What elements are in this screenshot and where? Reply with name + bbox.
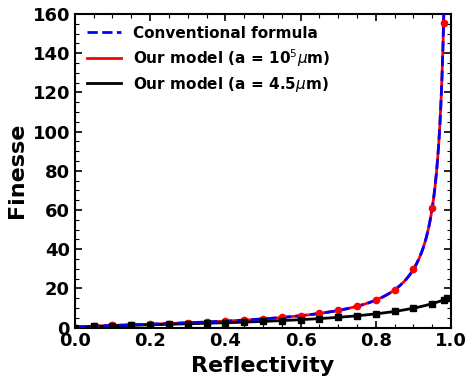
Our model (a = 4.5$\mu$m) bbox=[381, 311, 387, 315]
Our model (a = 4.5$\mu$m) bbox=[216, 321, 221, 325]
X-axis label: Reflectivity: Reflectivity bbox=[191, 356, 335, 376]
Conventional formula bbox=[299, 313, 305, 318]
Our model (a = 4.5$\mu$m) bbox=[317, 316, 322, 321]
Our model (a = 10$^5$$\mu$m) bbox=[302, 313, 308, 318]
Conventional formula bbox=[335, 308, 341, 313]
Legend: Conventional formula, Our model (a = 10$^5$$\mu$m), Our model (a = 4.5$\mu$m): Conventional formula, Our model (a = 10$… bbox=[82, 21, 335, 99]
Our model (a = 10$^5$$\mu$m) bbox=[72, 325, 78, 330]
Conventional formula bbox=[441, 0, 447, 3]
Line: Our model (a = 10$^5$$\mu$m): Our model (a = 10$^5$$\mu$m) bbox=[75, 1, 444, 327]
Our model (a = 10$^5$$\mu$m) bbox=[218, 319, 223, 324]
Conventional formula bbox=[98, 324, 104, 328]
Conventional formula bbox=[72, 325, 78, 330]
Line: Conventional formula: Conventional formula bbox=[75, 1, 444, 327]
Our model (a = 10$^5$$\mu$m) bbox=[441, 0, 447, 3]
Our model (a = 10$^5$$\mu$m) bbox=[299, 313, 305, 318]
Conventional formula bbox=[401, 280, 407, 284]
Our model (a = 4.5$\mu$m) bbox=[298, 318, 303, 322]
Our model (a = 4.5$\mu$m) bbox=[72, 325, 78, 330]
Our model (a = 10$^5$$\mu$m) bbox=[335, 308, 341, 313]
Our model (a = 4.5$\mu$m) bbox=[353, 314, 358, 318]
Conventional formula bbox=[302, 313, 308, 318]
Our model (a = 4.5$\mu$m) bbox=[140, 323, 146, 327]
Our model (a = 10$^5$$\mu$m) bbox=[401, 280, 407, 284]
Conventional formula bbox=[218, 319, 223, 324]
Our model (a = 4.5$\mu$m) bbox=[448, 295, 454, 299]
Y-axis label: Finesse: Finesse bbox=[7, 123, 27, 218]
Our model (a = 10$^5$$\mu$m) bbox=[98, 324, 104, 328]
Line: Our model (a = 4.5$\mu$m): Our model (a = 4.5$\mu$m) bbox=[75, 297, 451, 327]
